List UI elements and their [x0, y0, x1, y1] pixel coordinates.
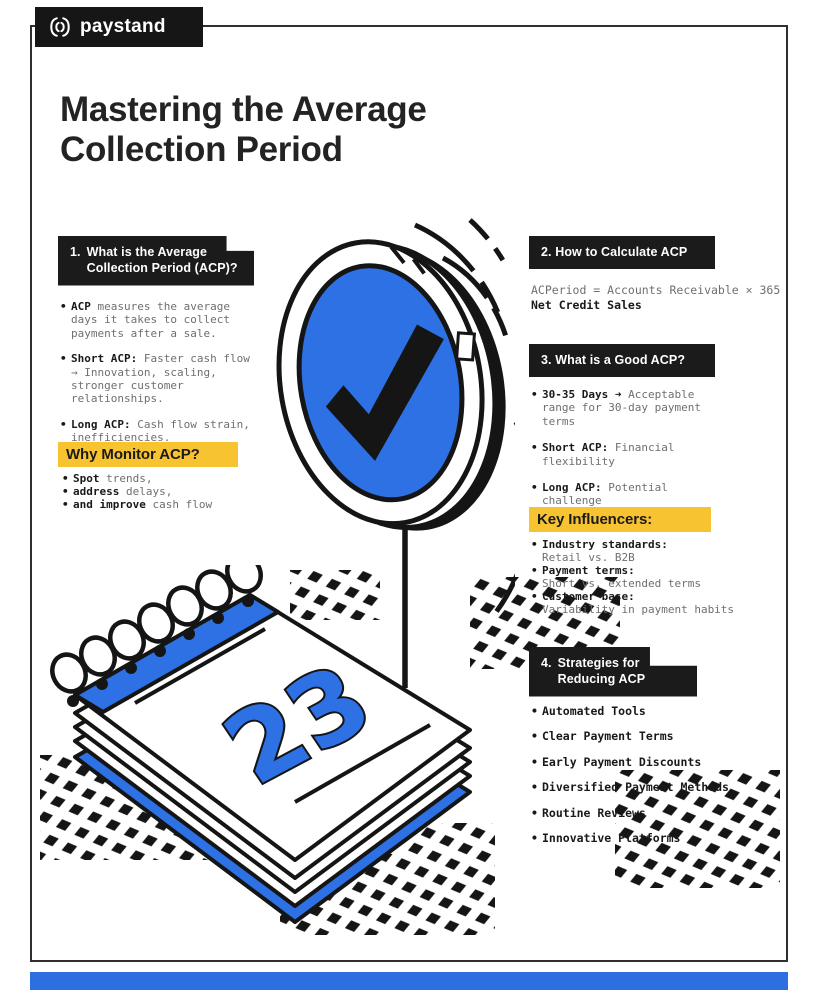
list-item: address delays,	[62, 485, 262, 499]
list-item: Diversified Payment Methods	[531, 780, 761, 795]
section3-header: 3. What is a Good ACP?	[529, 344, 715, 377]
spiral-binding-icon	[50, 565, 263, 707]
list-item: Short ACP: Financial flexibility	[531, 441, 751, 468]
paystand-logo-icon	[50, 17, 70, 37]
list-item: Innovative Platforms	[531, 831, 761, 846]
list-item: Short ACP: Faster cash flow → Innovation…	[60, 352, 270, 406]
why-monitor-header: Why Monitor ACP?	[58, 442, 238, 467]
list-item: Spot trends,	[62, 472, 262, 486]
list-item: ACP measures the average days it takes t…	[60, 300, 270, 340]
section1-heading: What is the Average Collection Period (A…	[86, 245, 238, 276]
list-item: Payment terms: Short vs. extended terms	[531, 564, 761, 590]
key-influencers-list: Industry standards: Retail vs. B2B Payme…	[531, 538, 761, 618]
footer-accent-bar	[30, 972, 788, 990]
section1-header: 1. What is the Average Collection Period…	[58, 236, 254, 286]
checkmark-icon	[325, 324, 444, 461]
list-item: Long ACP: Cash flow strain, inefficienci…	[60, 418, 270, 445]
list-item: 30-35 Days ➜ Acceptable range for 30-day…	[531, 388, 751, 428]
why-monitor-list: Spot trends, address delays, and improve…	[62, 472, 262, 512]
section1-bullet-list: ACP measures the average days it takes t…	[60, 300, 270, 457]
section3-bullet-list: 30-35 Days ➜ Acceptable range for 30-day…	[531, 388, 751, 521]
list-item: Routine Reviews	[531, 806, 761, 821]
list-item: Clear Payment Terms	[531, 729, 761, 744]
list-item: Automated Tools	[531, 704, 761, 719]
coin-checkmark-illustration	[276, 218, 515, 688]
formula-denominator: Net Credit Sales	[531, 297, 642, 312]
section4-heading: Strategies for Reducing ACP	[557, 656, 646, 687]
section4-bullet-list: Automated Tools Clear Payment Terms Earl…	[531, 704, 761, 857]
page-title: Mastering the Average Collection Period	[60, 90, 427, 170]
paystand-logo: paystand	[35, 7, 203, 47]
section4-number: 4.	[541, 656, 552, 670]
section4-header: 4. Strategies for Reducing ACP	[529, 647, 697, 697]
section1-number: 1.	[70, 245, 81, 259]
section2-header: 2. How to Calculate ACP	[529, 236, 715, 269]
list-item: Early Payment Discounts	[531, 755, 761, 770]
page-border-frame	[30, 25, 788, 962]
formula-numerator: ACPeriod = Accounts Receivable × 365	[531, 283, 781, 297]
list-item: Industry standards: Retail vs. B2B	[531, 538, 761, 564]
logo-text: paystand	[80, 16, 166, 37]
coin-face	[296, 263, 465, 503]
acp-formula: ACPeriod = Accounts Receivable × 365 Net…	[531, 283, 780, 312]
list-item: Long ACP: Potential challenge	[531, 481, 751, 508]
key-influencers-header: Key Influencers:	[529, 507, 711, 532]
list-item: Customer base: Variability in payment ha…	[531, 591, 761, 616]
list-item: and improve cash flow	[62, 498, 262, 512]
